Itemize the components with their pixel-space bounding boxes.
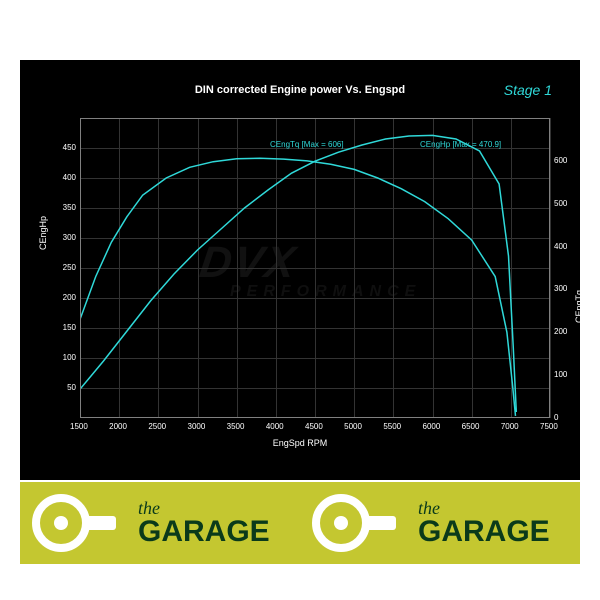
y-left-tick-label: 100 bbox=[58, 353, 76, 362]
brand-text: the GARAGE bbox=[138, 499, 270, 547]
x-tick-label: 3000 bbox=[188, 422, 206, 431]
y-right-tick-label: 500 bbox=[554, 199, 567, 208]
y-left-tick-label: 450 bbox=[58, 143, 76, 152]
dyno-chart: DIN corrected Engine power Vs. Engspd St… bbox=[20, 60, 580, 480]
x-tick-label: 4000 bbox=[266, 422, 284, 431]
page: DIN corrected Engine power Vs. Engspd St… bbox=[0, 0, 600, 600]
stage-label: Stage 1 bbox=[504, 82, 552, 98]
y-right-tick-label: 400 bbox=[554, 242, 567, 251]
x-axis-label: EngSpd RPM bbox=[20, 438, 580, 448]
x-tick-label: 7000 bbox=[501, 422, 519, 431]
plot-border bbox=[80, 118, 550, 418]
x-tick-label: 6000 bbox=[423, 422, 441, 431]
x-tick-label: 3500 bbox=[227, 422, 245, 431]
y-right-tick-label: 300 bbox=[554, 284, 567, 293]
brand-large: GARAGE bbox=[138, 517, 270, 547]
y-axis-right-label: CEngTq bbox=[574, 290, 584, 323]
footer-banner: the GARAGE the GARAGE bbox=[20, 482, 580, 564]
series-label-CEngHp: CEngHp [Max = 470.9] bbox=[420, 140, 501, 149]
x-tick-label: 1500 bbox=[70, 422, 88, 431]
x-tick-label: 2000 bbox=[109, 422, 127, 431]
plot-area: DVX PERFORMANCE CEngTq [Max = 606]CEngHp… bbox=[80, 118, 550, 418]
chart-title: DIN corrected Engine power Vs. Engspd bbox=[20, 84, 580, 96]
series-label-CEngTq: CEngTq [Max = 606] bbox=[270, 140, 344, 149]
y-left-tick-label: 250 bbox=[58, 263, 76, 272]
footer-logo-left: the GARAGE bbox=[20, 482, 300, 564]
x-tick-label: 2500 bbox=[148, 422, 166, 431]
y-right-tick-label: 200 bbox=[554, 327, 567, 336]
x-tick-label: 6500 bbox=[462, 422, 480, 431]
x-tick-label: 5500 bbox=[383, 422, 401, 431]
y-right-tick-label: 0 bbox=[554, 413, 558, 422]
y-left-tick-label: 50 bbox=[58, 383, 76, 392]
y-left-tick-label: 300 bbox=[58, 233, 76, 242]
y-right-tick-label: 100 bbox=[554, 370, 567, 379]
y-left-tick-label: 350 bbox=[58, 203, 76, 212]
wrench-gear-icon bbox=[32, 494, 90, 552]
wrench-gear-icon bbox=[312, 494, 370, 552]
footer-logo-right: the GARAGE bbox=[300, 482, 580, 564]
y-left-tick-label: 400 bbox=[58, 173, 76, 182]
x-tick-label: 5000 bbox=[344, 422, 362, 431]
x-tick-label: 4500 bbox=[305, 422, 323, 431]
x-tick-label: 7500 bbox=[540, 422, 558, 431]
y-left-tick-label: 150 bbox=[58, 323, 76, 332]
brand-text: the GARAGE bbox=[418, 499, 550, 547]
y-axis-left-label: CEngHp bbox=[38, 216, 48, 250]
y-left-tick-label: 200 bbox=[58, 293, 76, 302]
y-right-tick-label: 600 bbox=[554, 156, 567, 165]
brand-large: GARAGE bbox=[418, 517, 550, 547]
